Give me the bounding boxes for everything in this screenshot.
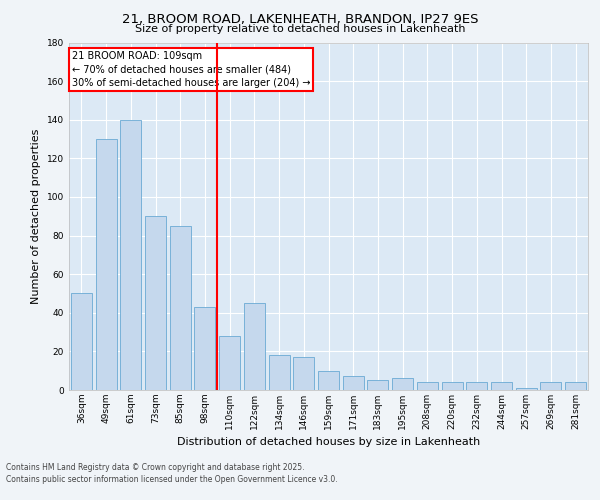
Bar bbox=[269, 355, 290, 390]
Text: Size of property relative to detached houses in Lakenheath: Size of property relative to detached ho… bbox=[135, 24, 465, 34]
Bar bbox=[343, 376, 364, 390]
Bar bbox=[170, 226, 191, 390]
Text: Contains public sector information licensed under the Open Government Licence v3: Contains public sector information licen… bbox=[6, 475, 338, 484]
Bar bbox=[145, 216, 166, 390]
Text: 21, BROOM ROAD, LAKENHEATH, BRANDON, IP27 9ES: 21, BROOM ROAD, LAKENHEATH, BRANDON, IP2… bbox=[122, 12, 478, 26]
Bar bbox=[318, 370, 339, 390]
Bar bbox=[293, 357, 314, 390]
Bar bbox=[367, 380, 388, 390]
Bar bbox=[244, 303, 265, 390]
Bar bbox=[392, 378, 413, 390]
Y-axis label: Number of detached properties: Number of detached properties bbox=[31, 128, 41, 304]
Bar bbox=[417, 382, 438, 390]
Bar bbox=[491, 382, 512, 390]
Bar bbox=[120, 120, 141, 390]
Bar bbox=[95, 139, 116, 390]
Bar bbox=[442, 382, 463, 390]
Text: 21 BROOM ROAD: 109sqm
← 70% of detached houses are smaller (484)
30% of semi-det: 21 BROOM ROAD: 109sqm ← 70% of detached … bbox=[71, 51, 310, 88]
Bar bbox=[541, 382, 562, 390]
Text: Contains HM Land Registry data © Crown copyright and database right 2025.: Contains HM Land Registry data © Crown c… bbox=[6, 464, 305, 472]
Bar bbox=[71, 294, 92, 390]
X-axis label: Distribution of detached houses by size in Lakenheath: Distribution of detached houses by size … bbox=[177, 438, 480, 448]
Bar bbox=[565, 382, 586, 390]
Bar bbox=[466, 382, 487, 390]
Bar bbox=[219, 336, 240, 390]
Bar bbox=[194, 307, 215, 390]
Bar bbox=[516, 388, 537, 390]
